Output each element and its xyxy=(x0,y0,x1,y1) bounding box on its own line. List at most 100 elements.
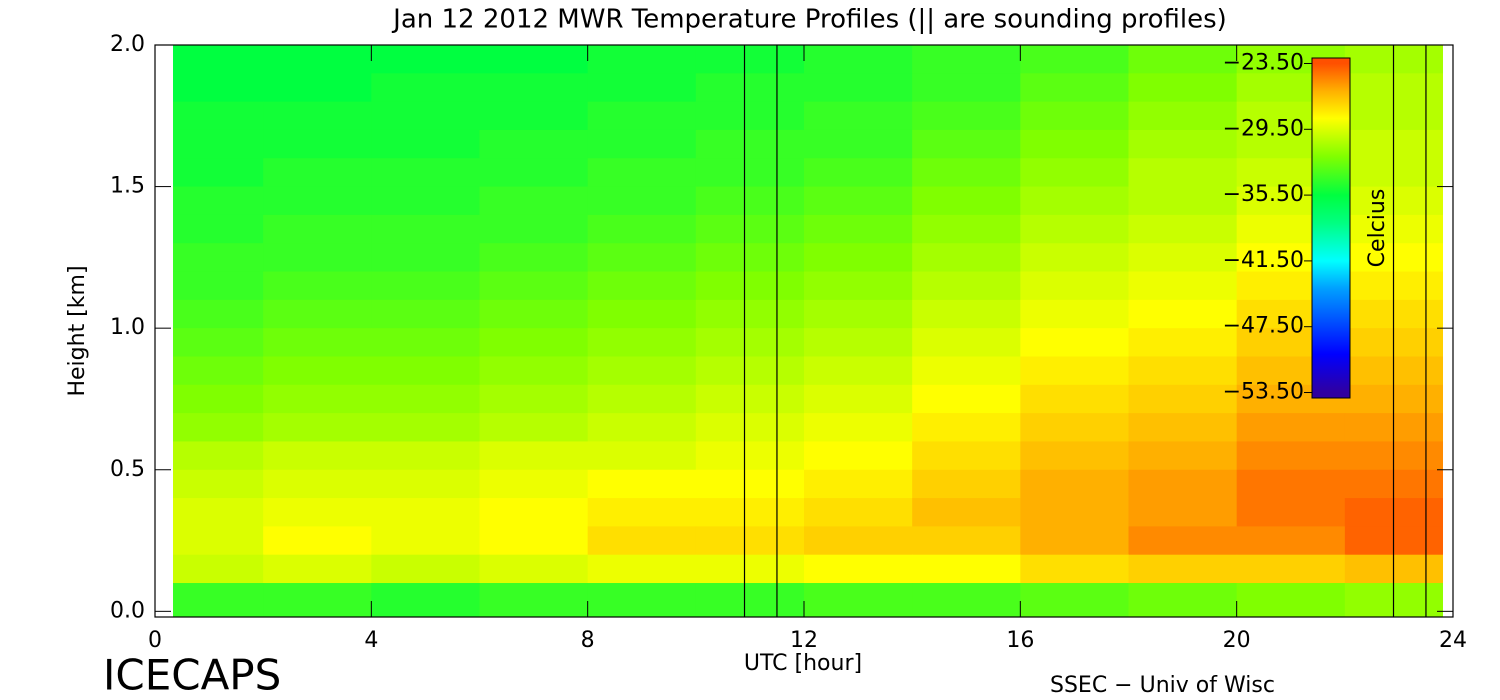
heat-cell xyxy=(804,498,913,527)
heat-cell xyxy=(1344,328,1443,357)
heat-cell xyxy=(804,101,913,131)
heat-cell xyxy=(1128,554,1238,584)
heat-cell xyxy=(1020,554,1129,584)
heat-cell xyxy=(173,441,264,471)
heat-cell xyxy=(912,129,1021,159)
heat-cell xyxy=(1128,101,1238,131)
heat-cell xyxy=(1344,526,1443,556)
heat-cell xyxy=(479,214,589,244)
heat-cell xyxy=(695,45,805,74)
heat-cell xyxy=(1128,73,1238,103)
heat-cell xyxy=(173,328,264,357)
heat-cell xyxy=(479,158,589,188)
heat-cell xyxy=(1344,271,1443,301)
heat-cell xyxy=(587,214,697,244)
heat-cell xyxy=(1344,299,1443,329)
heat-cell xyxy=(1128,158,1238,188)
heat-cell xyxy=(371,101,480,131)
heat-cell xyxy=(479,299,589,329)
heat-cell xyxy=(912,356,1021,386)
heat-cell xyxy=(1344,441,1443,471)
heat-cell xyxy=(173,129,264,159)
heat-cell xyxy=(1020,186,1129,216)
heat-cell xyxy=(263,186,372,216)
heat-cell xyxy=(371,186,480,216)
heat-cell xyxy=(804,186,913,216)
heat-cell xyxy=(173,299,264,329)
heat-cell xyxy=(1128,413,1238,442)
heat-cell xyxy=(1344,469,1443,499)
heat-cell xyxy=(173,526,264,556)
heat-cell xyxy=(173,158,264,188)
heat-cell xyxy=(804,129,913,159)
heat-cell xyxy=(479,186,589,216)
heat-cell xyxy=(1128,526,1238,556)
heatmap xyxy=(173,45,1443,617)
heat-cell xyxy=(1020,158,1129,188)
heat-cell xyxy=(173,413,264,442)
heat-cell xyxy=(479,328,589,357)
heat-cell xyxy=(371,441,480,471)
heat-cell xyxy=(173,73,264,103)
heat-cell xyxy=(371,384,480,414)
heat-cell xyxy=(912,214,1021,244)
heat-cell xyxy=(173,45,264,74)
heat-cell xyxy=(173,214,264,244)
y-tick-label: 1.5 xyxy=(110,174,145,199)
heat-cell xyxy=(912,328,1021,357)
heat-cell xyxy=(587,413,697,442)
colorbar-tick-label: −35.50 xyxy=(1223,182,1304,207)
heat-cell xyxy=(263,328,372,357)
heat-cell xyxy=(1236,526,1346,556)
heat-cell xyxy=(1128,129,1238,159)
heat-cell xyxy=(912,441,1021,471)
heat-cell xyxy=(173,243,264,273)
x-tick-label: 24 xyxy=(1439,628,1467,653)
heat-cell xyxy=(263,498,372,527)
heat-cell xyxy=(1128,299,1238,329)
heat-cell xyxy=(479,45,589,74)
x-tick-label: 20 xyxy=(1223,628,1251,653)
heat-cell xyxy=(695,101,805,131)
footer-right: SSEC − Univ of Wisc xyxy=(1050,673,1275,698)
heat-cell xyxy=(371,413,480,442)
heat-cell xyxy=(479,73,589,103)
footer-left: ICECAPS xyxy=(103,651,281,700)
heat-cell xyxy=(173,101,264,131)
heat-cell xyxy=(695,328,805,357)
heat-cell xyxy=(263,554,372,584)
heat-cell xyxy=(695,469,805,499)
heat-cell xyxy=(695,271,805,301)
heat-cell xyxy=(804,299,913,329)
heat-cell xyxy=(804,214,913,244)
heat-cell xyxy=(1344,413,1443,442)
heat-cell xyxy=(1236,583,1346,617)
heat-cell xyxy=(1344,158,1443,188)
heat-cell xyxy=(804,554,913,584)
x-tick-label: 8 xyxy=(581,628,595,653)
heat-cell xyxy=(695,214,805,244)
heat-cell xyxy=(1020,498,1129,527)
heat-cell xyxy=(1020,328,1129,357)
heat-cell xyxy=(587,526,697,556)
heat-cell xyxy=(912,413,1021,442)
heat-cell xyxy=(479,583,589,617)
x-tick-label: 16 xyxy=(1006,628,1034,653)
y-tick-label: 0.0 xyxy=(110,598,145,623)
heat-cell xyxy=(479,271,589,301)
y-axis-label: Height [km] xyxy=(65,265,90,396)
heat-cell xyxy=(695,583,805,617)
heat-cell xyxy=(587,101,697,131)
heat-cell xyxy=(1020,413,1129,442)
heat-cell xyxy=(695,299,805,329)
heat-cell xyxy=(371,45,480,74)
heat-cell xyxy=(1020,356,1129,386)
x-tick-label: 0 xyxy=(148,628,162,653)
heat-cell xyxy=(173,271,264,301)
heat-cell xyxy=(371,583,480,617)
heat-cell xyxy=(263,583,372,617)
heat-cell xyxy=(1344,384,1443,414)
colorbar-tick-label: −47.50 xyxy=(1223,314,1304,339)
heat-cell xyxy=(912,498,1021,527)
